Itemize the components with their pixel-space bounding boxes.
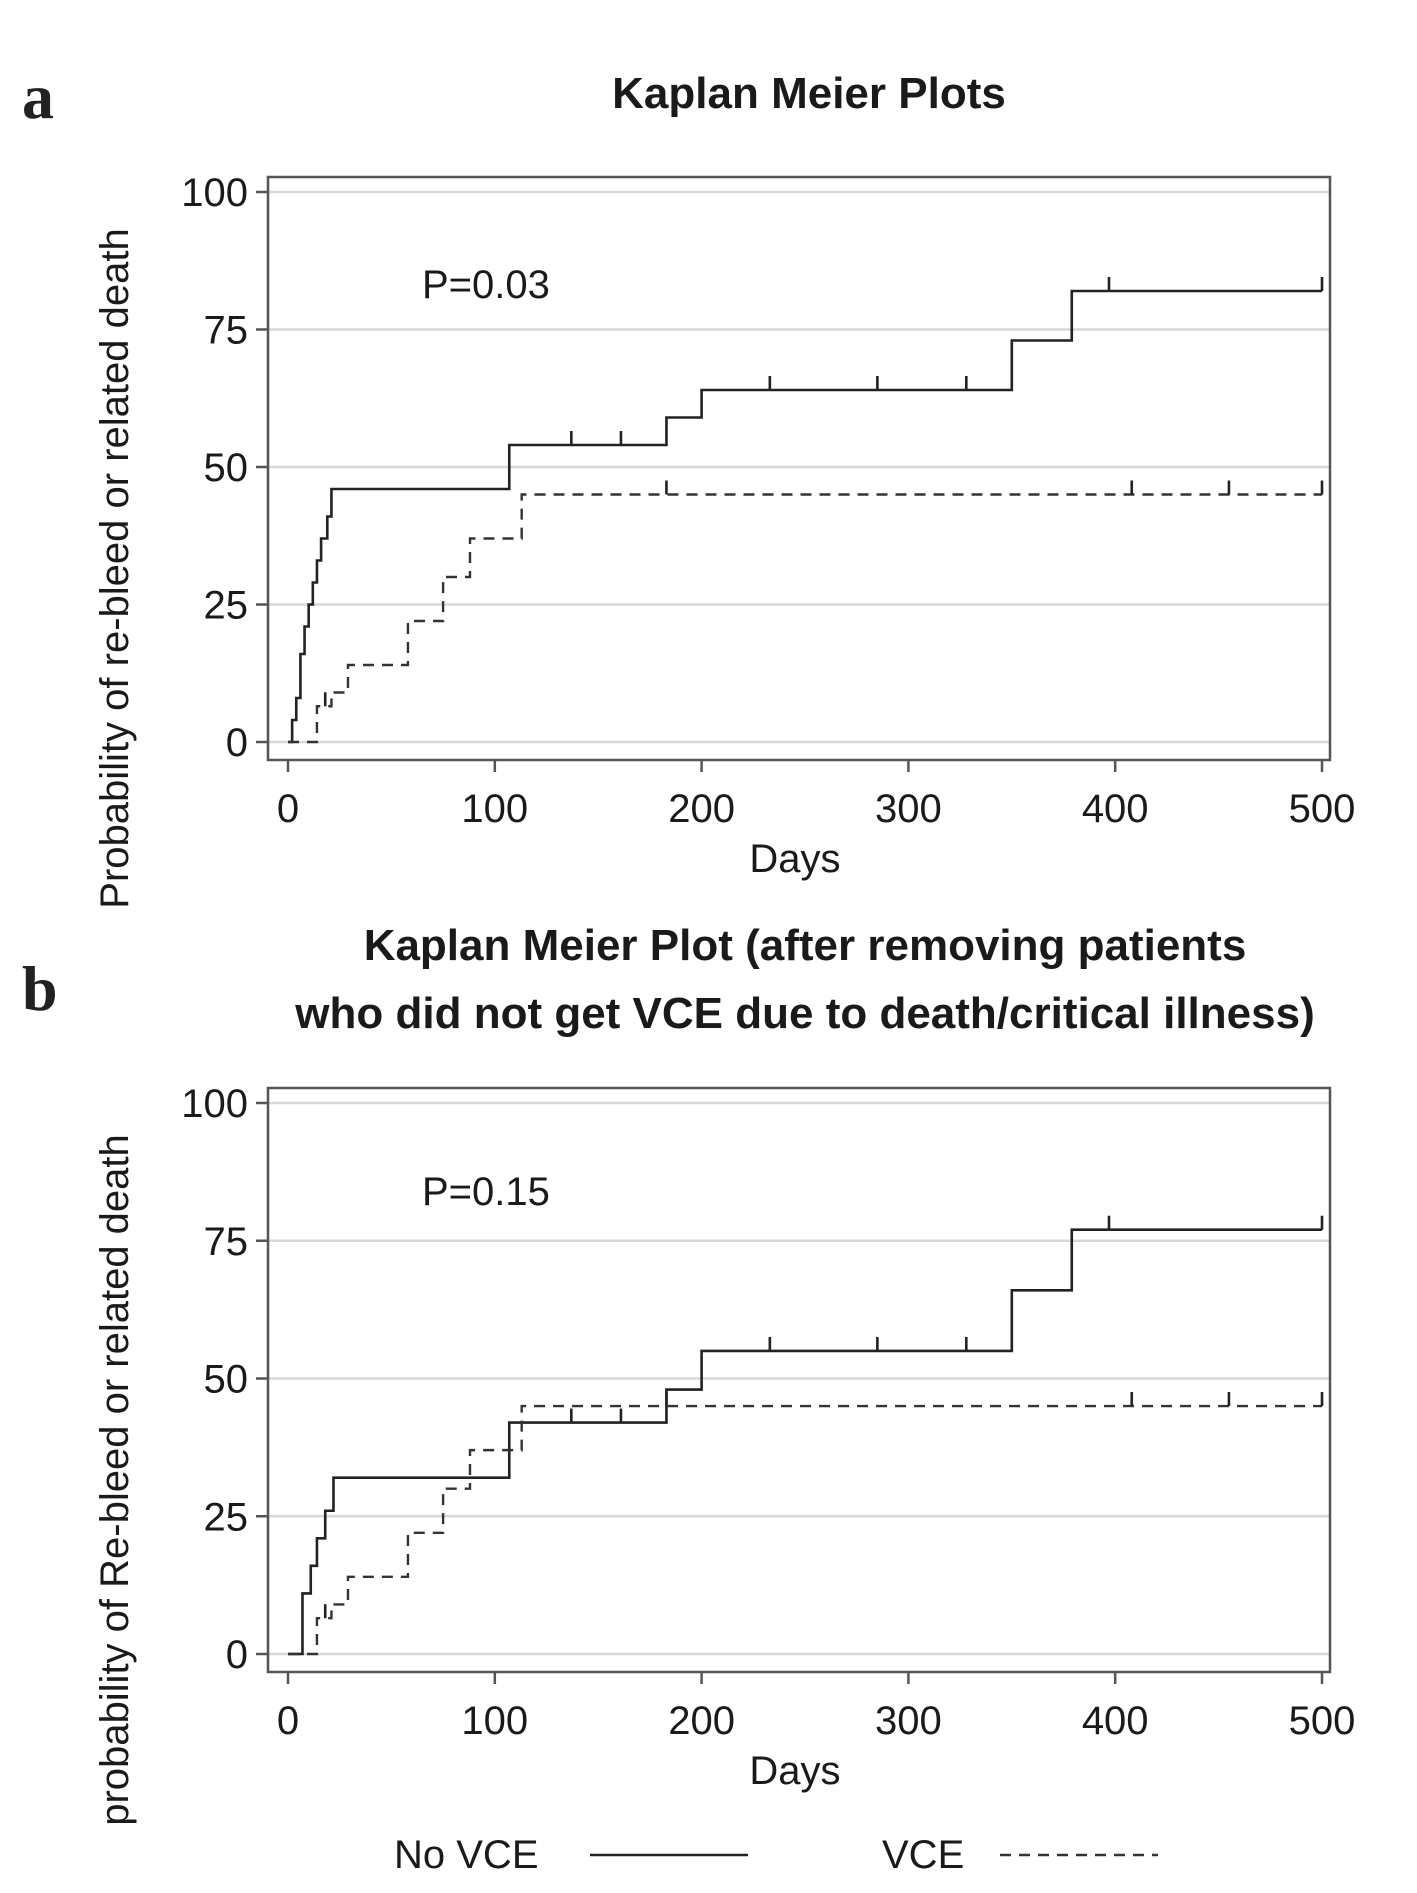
y-tick-label: 75 <box>204 1220 249 1264</box>
series-vce-line <box>288 1404 1322 1656</box>
legend-label-vce: VCE <box>882 1833 964 1877</box>
x-tick-label: 400 <box>1082 787 1149 831</box>
x-tick-label: 300 <box>875 787 942 831</box>
plot-frame <box>266 175 1332 762</box>
y-tick-label: 0 <box>226 721 248 765</box>
p-value-annotation: P=0.03 <box>422 263 550 307</box>
x-tick-label: 500 <box>1289 1699 1356 1743</box>
x-axis-title: Days <box>749 1749 840 1793</box>
y-axis-title: Probability of re-bleed or related death <box>93 228 137 908</box>
x-tick-label: 100 <box>461 787 528 831</box>
y-tick-label: 50 <box>204 446 249 490</box>
y-tick-label: 25 <box>204 1495 249 1539</box>
x-tick-label: 0 <box>277 787 299 831</box>
series-no-vce-line <box>288 289 1322 744</box>
panel-letter: b <box>22 953 58 1024</box>
chart-title: Kaplan Meier Plot (after removing patien… <box>364 921 1247 970</box>
y-axis-title: probability of Re-bleed or related death <box>93 1134 137 1826</box>
panel-letter: a <box>22 61 54 132</box>
y-tick-label: 0 <box>226 1633 248 1677</box>
series-vce-line <box>288 493 1322 744</box>
chart-title: who did not get VCE due to death/critica… <box>294 989 1314 1038</box>
x-axis-title: Days <box>749 837 840 881</box>
x-tick-label: 500 <box>1289 787 1356 831</box>
p-value-annotation: P=0.15 <box>422 1170 550 1214</box>
x-tick-label: 0 <box>277 1699 299 1743</box>
y-tick-label: 50 <box>204 1358 249 1402</box>
x-tick-label: 200 <box>668 787 735 831</box>
y-tick-label: 75 <box>204 309 249 353</box>
legend: No VCE VCE <box>394 1833 1158 1877</box>
x-tick-label: 300 <box>875 1699 942 1743</box>
x-tick-label: 200 <box>668 1699 735 1743</box>
panel-b: b Kaplan Meier Plot (after removing patie… <box>22 921 1355 1826</box>
y-tick-label: 25 <box>204 584 249 628</box>
x-tick-label: 400 <box>1082 1699 1149 1743</box>
series-no-vce-line <box>288 1228 1322 1656</box>
chart-title: Kaplan Meier Plots <box>612 69 1006 118</box>
x-tick-label: 100 <box>461 1699 528 1743</box>
plot-frame <box>266 1086 1332 1674</box>
y-tick-label: 100 <box>181 1082 248 1126</box>
y-tick-label: 100 <box>181 171 248 215</box>
legend-label-no-vce: No VCE <box>394 1833 539 1877</box>
panel-a: a Kaplan Meier Plots 0 25 50 75 100 0 100 200 300 4… <box>22 61 1355 909</box>
